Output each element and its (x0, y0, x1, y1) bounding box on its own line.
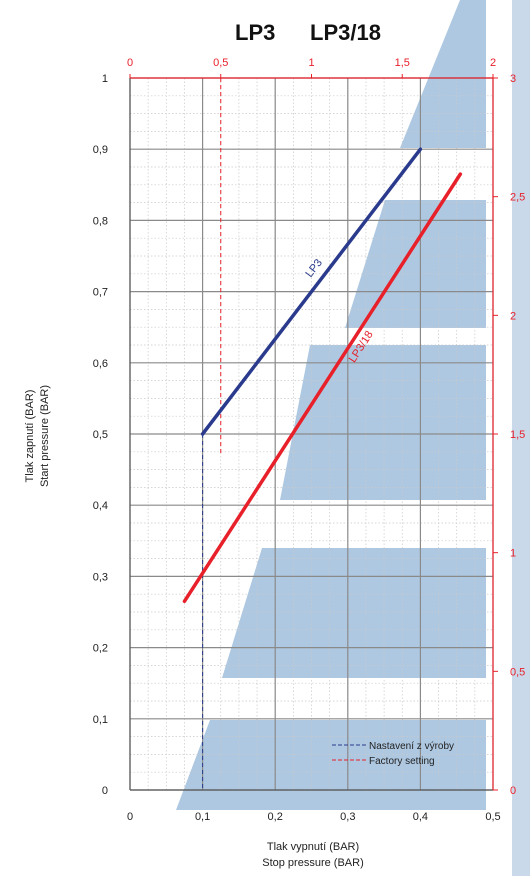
y-tick-label: 0 (102, 785, 108, 797)
right-tick-label: 1,5 (510, 429, 525, 441)
x-tick-label: 0,2 (268, 811, 283, 823)
x-tick-label: 0,1 (195, 811, 210, 823)
y-tick-label: 0,8 (93, 215, 108, 227)
top-tick-label: 2 (490, 57, 496, 69)
legend: Nastavení z výroby Factory setting (332, 741, 454, 767)
right-edge-band (512, 0, 530, 876)
top-tick-label: 1 (308, 57, 314, 69)
top-tick-label: 1,5 (395, 57, 410, 69)
y-tick-label: 0,2 (93, 643, 108, 655)
y-tick-label: 0,7 (93, 287, 108, 299)
y-axis-title-line2: Start pressure (BAR) (39, 385, 51, 487)
grid (129, 77, 494, 791)
series-line-lp3-18 (182, 172, 463, 604)
legend-label-nastaveni: Nastavení z výroby (369, 741, 454, 752)
background-band (176, 720, 486, 810)
y-tick-label: 0,3 (93, 571, 108, 583)
top-tick-label: 0 (127, 57, 133, 69)
y-axis-title-line1: Tlak zapnutí (BAR) (24, 390, 36, 483)
y-tick-label: 0,6 (93, 358, 108, 370)
x-axis-title-line2: Stop pressure (BAR) (262, 857, 363, 869)
right-tick-label: 0,5 (510, 666, 525, 678)
title-lp3: LP3 (235, 20, 275, 45)
title-lp3-18: LP3/18 (310, 20, 381, 45)
ticks: 0 0,1 0,2 0,3 0,4 0,5 0 0,1 0,2 0,3 0,4 0,5 0,6 0,7 0,… (93, 57, 526, 823)
y-tick-label: 1 (102, 73, 108, 85)
background-band (222, 548, 486, 678)
right-tick-label: 1 (510, 548, 516, 560)
y-tick-label: 0,9 (93, 144, 108, 156)
y-tick-label: 0,1 (93, 714, 108, 726)
x-tick-label: 0,5 (485, 811, 500, 823)
background-band (280, 345, 486, 500)
right-tick-label: 2,5 (510, 192, 525, 204)
x-tick-label: 0 (127, 811, 133, 823)
factory-setting-lines (202, 78, 222, 790)
background-band (400, 0, 486, 148)
x-tick-label: 0,3 (340, 811, 355, 823)
x-axis-title-line1: Tlak vypnutí (BAR) (267, 841, 359, 853)
top-tick-label: 0,5 (213, 57, 228, 69)
right-tick-label: 2 (510, 310, 516, 322)
x-tick-label: 0,4 (413, 811, 428, 823)
right-tick-label: 3 (510, 73, 516, 85)
right-tick-label: 0 (510, 785, 516, 797)
y-tick-label: 0,4 (93, 500, 108, 512)
series-line-lp3 (200, 147, 423, 436)
legend-label-factory: Factory setting (369, 756, 435, 767)
y-tick-label: 0,5 (93, 429, 108, 441)
